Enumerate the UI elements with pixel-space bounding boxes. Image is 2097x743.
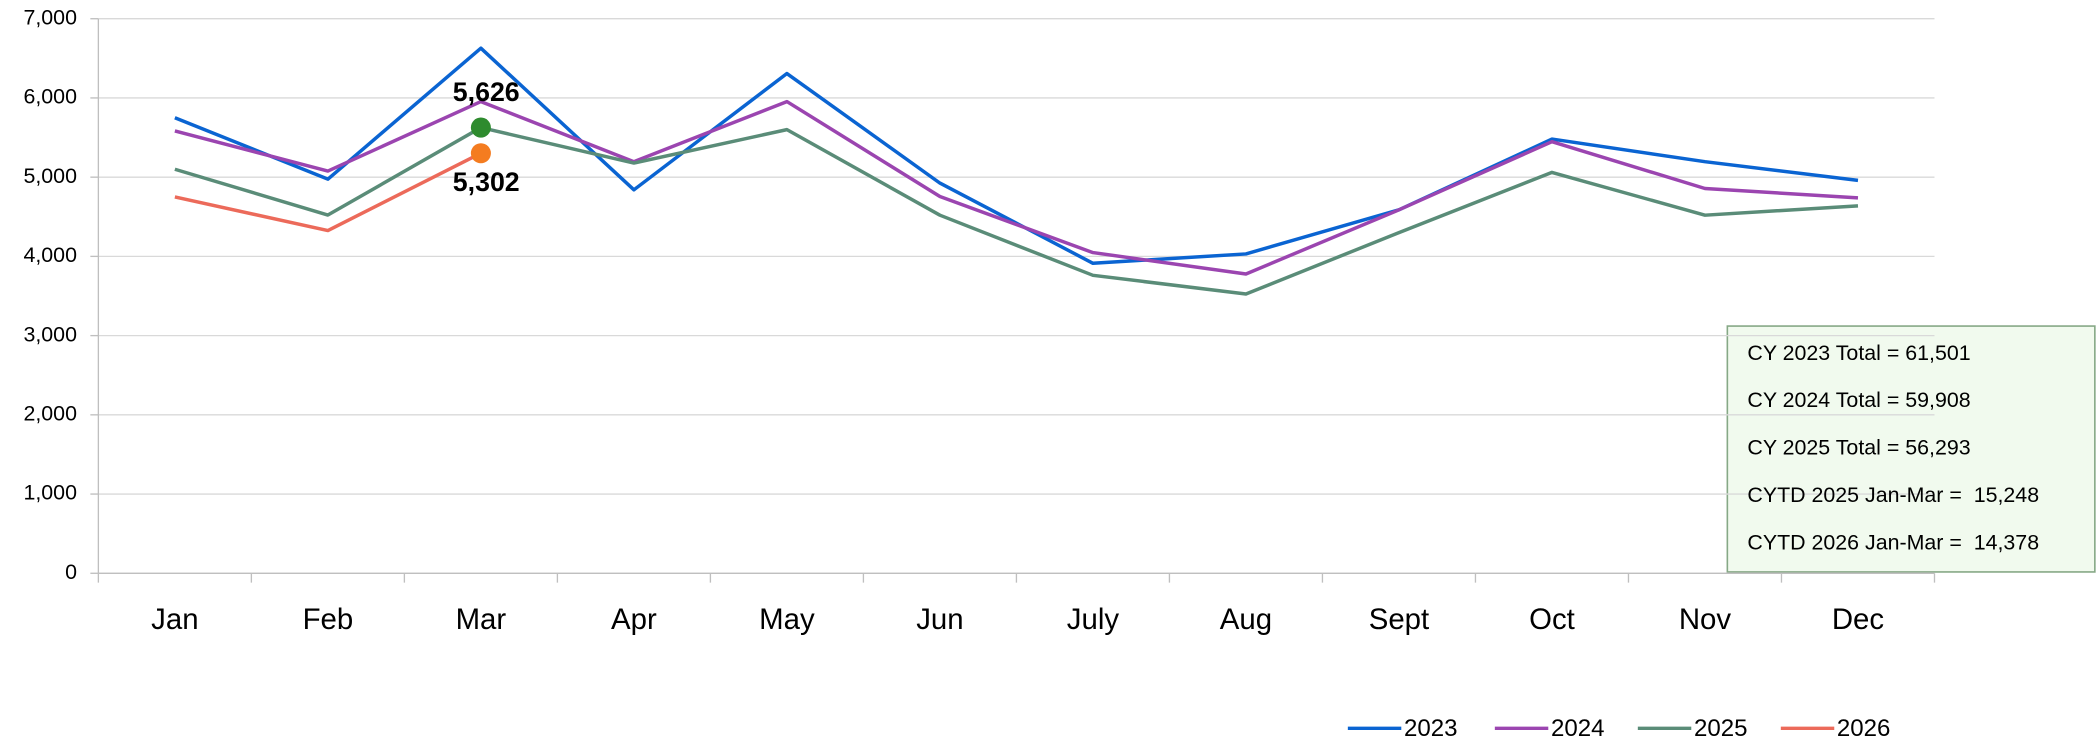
x-tick-label: Jan [151,603,198,636]
data-marker [470,143,491,164]
x-tick-label: Jun [916,603,963,636]
y-tick-label: 0 [65,560,77,584]
annotation-box [1726,325,2096,573]
line-series [174,125,1859,296]
legend-label: 2023 [1404,715,1458,742]
line-series [174,46,1859,266]
data-label: 5,302 [453,167,520,197]
legend-label: 2025 [1694,715,1748,742]
line-series [174,151,482,233]
legend-label: 2026 [1837,715,1891,742]
y-tick-label: 2,000 [23,401,77,425]
x-tick-label: Dec [1832,603,1884,636]
x-tick-label: Nov [1679,603,1732,636]
x-tick-label: Oct [1529,603,1575,636]
x-tick-label: Feb [303,603,354,636]
data-label: 5,626 [453,77,520,107]
data-marker [470,117,491,138]
y-tick-label: 1,000 [23,481,77,505]
annotation-text: CY 2023 Total = 61,501 [1747,341,1970,365]
x-tick-label: Apr [611,603,657,636]
y-tick-label: 7,000 [23,5,77,29]
x-tick-label: Sept [1369,603,1429,636]
x-tick-label: Aug [1220,603,1272,636]
y-tick-label: 6,000 [23,85,77,109]
annotation-text: CY 2024 Total = 59,908 [1747,388,1970,412]
x-tick-label: Mar [456,603,507,636]
annotation-text: CY 2025 Total = 56,293 [1747,436,1970,460]
legend-label: 2024 [1551,715,1605,742]
annotation-text: CYTD 2026 Jan-Mar = 14,378 [1747,531,2039,555]
y-tick-label: 3,000 [23,322,77,346]
line-series [174,99,1859,276]
y-tick-label: 5,000 [23,164,77,188]
annotation-text: CYTD 2025 Jan-Mar = 15,248 [1747,483,2039,507]
y-tick-label: 4,000 [23,243,77,267]
x-tick-label: May [759,603,815,636]
x-tick-label: July [1067,603,1120,636]
